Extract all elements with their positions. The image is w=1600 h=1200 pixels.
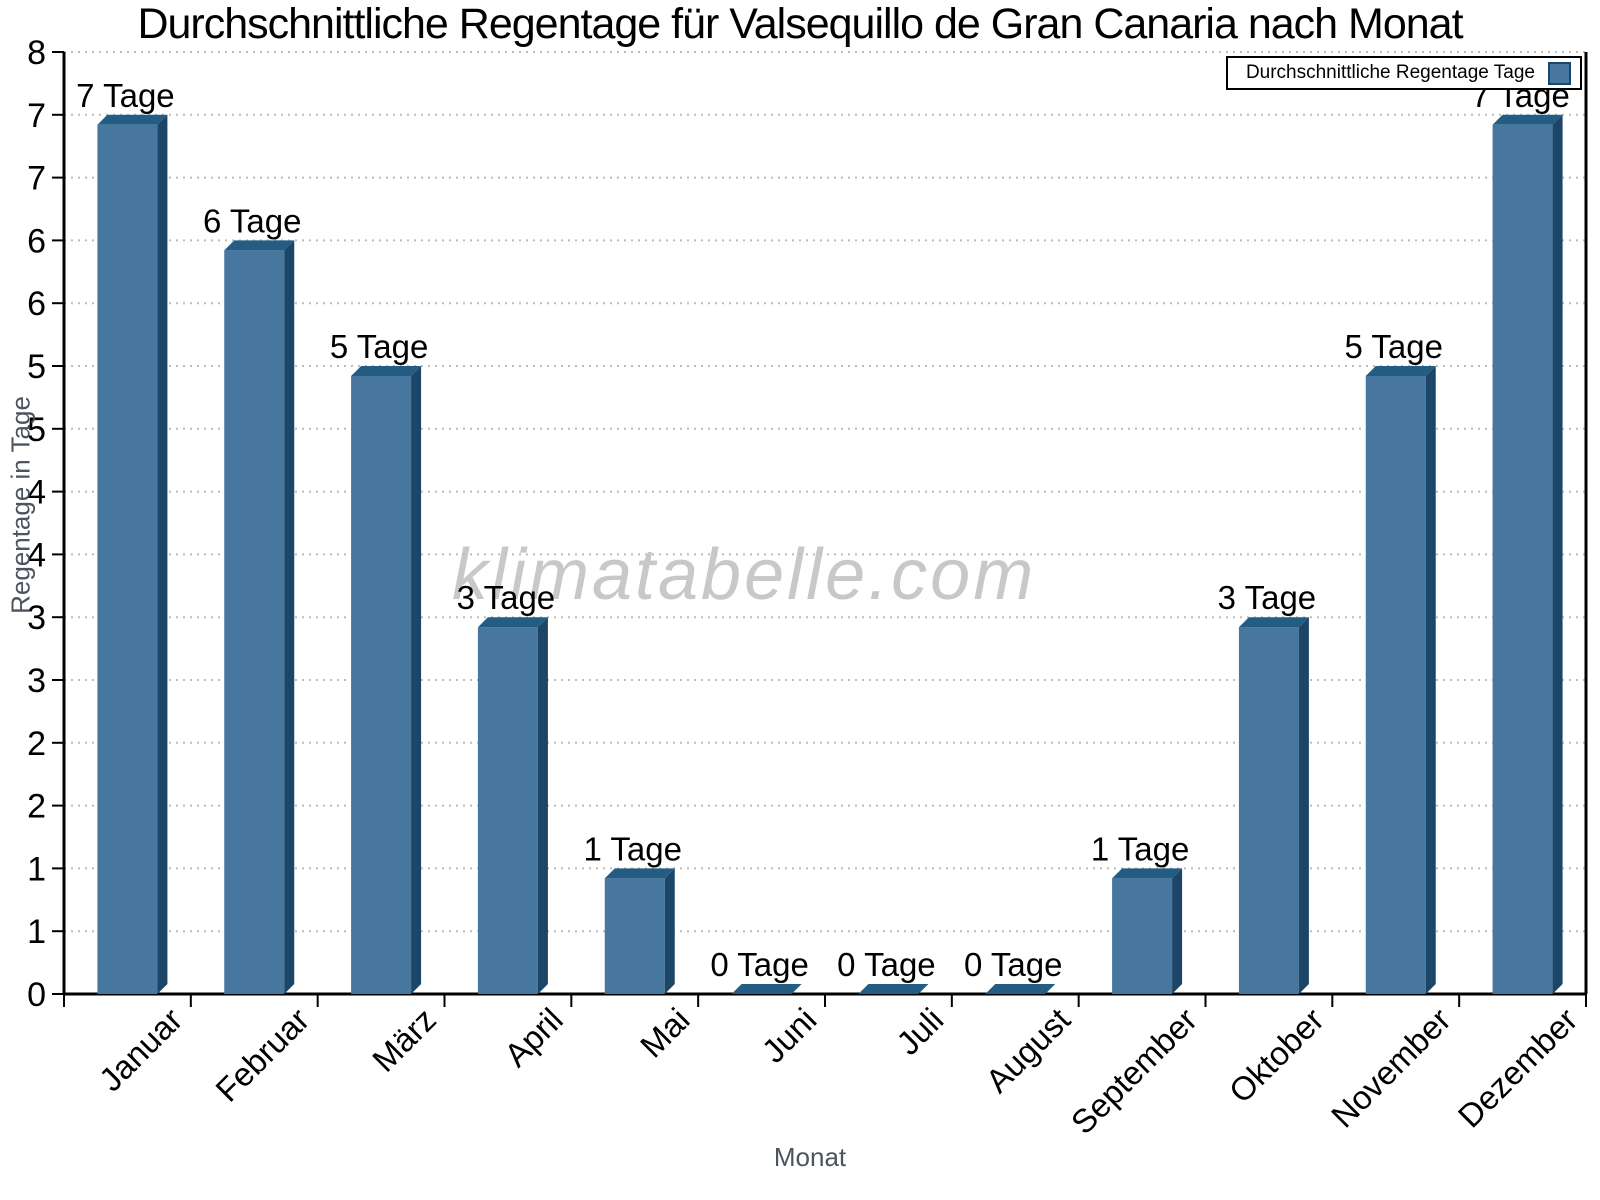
x-category-label: August — [978, 1001, 1077, 1100]
x-category-label: April — [497, 1001, 570, 1074]
bar-value-label: 0 Tage — [964, 946, 1062, 983]
chart-title: Durchschnittliche Regentage für Valsequi… — [137, 0, 1463, 48]
y-tick-label: 7 — [27, 160, 46, 198]
y-tick-label: 4 — [27, 474, 46, 512]
x-category-label: Dezember — [1451, 1001, 1585, 1135]
bar-september-side — [1172, 868, 1183, 994]
bar-märz-side — [411, 366, 422, 994]
x-category-label: März — [365, 1001, 443, 1079]
y-tick-label: 6 — [27, 285, 46, 323]
bar-november-face — [1365, 376, 1426, 994]
watermark: klimatabelle.com — [452, 535, 1037, 615]
y-tick-label: 3 — [27, 662, 46, 700]
x-category-label: Juli — [889, 1001, 950, 1062]
bar-april-top — [477, 617, 548, 628]
bar-september-top — [1112, 868, 1183, 879]
x-category-label: Oktober — [1222, 1001, 1331, 1110]
x-category-label: Februar — [208, 1001, 316, 1109]
bar-oktober-face — [1238, 627, 1299, 994]
bar-mai-face — [604, 878, 665, 994]
y-tick-label: 5 — [27, 348, 46, 386]
y-axis-title: Regentage in Tage — [5, 396, 36, 614]
y-tick-label: 3 — [27, 599, 46, 637]
bar-value-label: 0 Tage — [837, 946, 935, 983]
legend-box: Durchschnittliche Regentage Tage — [1225, 56, 1582, 90]
bar-mai-side — [664, 868, 675, 994]
y-tick-label: 7 — [27, 97, 46, 135]
bar-mai-top — [604, 868, 675, 879]
bar-april-side — [537, 617, 548, 994]
y-tick-label: 4 — [27, 536, 46, 574]
x-category-label: September — [1064, 1001, 1204, 1141]
bar-november-top — [1365, 366, 1436, 376]
bar-januar-side — [157, 114, 168, 995]
bar-value-label: 0 Tage — [710, 946, 808, 983]
x-category-label: November — [1324, 1001, 1458, 1135]
x-category-label: Mai — [633, 1001, 697, 1065]
y-tick-label: 6 — [27, 222, 46, 260]
bar-value-label: 3 Tage — [457, 579, 555, 616]
x-category-label: Juni — [755, 1001, 824, 1070]
bar-value-label: 3 Tage — [1218, 579, 1316, 616]
bar-dezember-top — [1492, 114, 1563, 125]
bar-februar-face — [224, 250, 285, 994]
y-tick-label: 2 — [27, 788, 46, 826]
bar-januar-top — [97, 114, 168, 125]
bar-januar-face — [97, 124, 158, 995]
y-tick-label: 2 — [27, 725, 46, 763]
bar-februar-side — [284, 240, 295, 994]
bar-value-label: 1 Tage — [1091, 830, 1189, 867]
bar-value-label: 5 Tage — [1345, 328, 1443, 365]
bar-value-label: 1 Tage — [584, 830, 682, 867]
bar-märz-top — [351, 366, 422, 376]
x-category-label: Januar — [92, 1001, 190, 1099]
y-tick-label: 1 — [27, 850, 46, 888]
bar-februar-top — [224, 240, 295, 251]
bar-april-face — [477, 627, 538, 994]
y-tick-label: 8 — [27, 34, 46, 72]
bar-oktober-top — [1238, 617, 1309, 628]
bar-value-label: 7 Tage — [76, 77, 174, 114]
y-tick-label: 0 — [27, 976, 46, 1014]
y-tick-label: 5 — [27, 411, 46, 449]
bar-märz-face — [351, 376, 412, 994]
bar-oktober-side — [1298, 617, 1309, 994]
legend-color-swatch-icon — [1548, 61, 1571, 85]
x-axis-title: Monat — [773, 1142, 847, 1172]
bar-november-side — [1425, 366, 1436, 994]
bar-juli-top — [858, 984, 929, 994]
legend-label: Durchschnittliche Regentage Tage — [1245, 62, 1535, 83]
y-tick-label: 1 — [27, 913, 46, 951]
bar-dezember-face — [1492, 124, 1553, 995]
bar-august-top — [985, 984, 1056, 994]
bar-value-label: 5 Tage — [330, 328, 428, 365]
bar-dezember-side — [1552, 114, 1563, 995]
bar-value-label: 6 Tage — [203, 202, 301, 239]
bar-september-face — [1112, 878, 1173, 994]
bar-juni-top — [731, 984, 802, 994]
